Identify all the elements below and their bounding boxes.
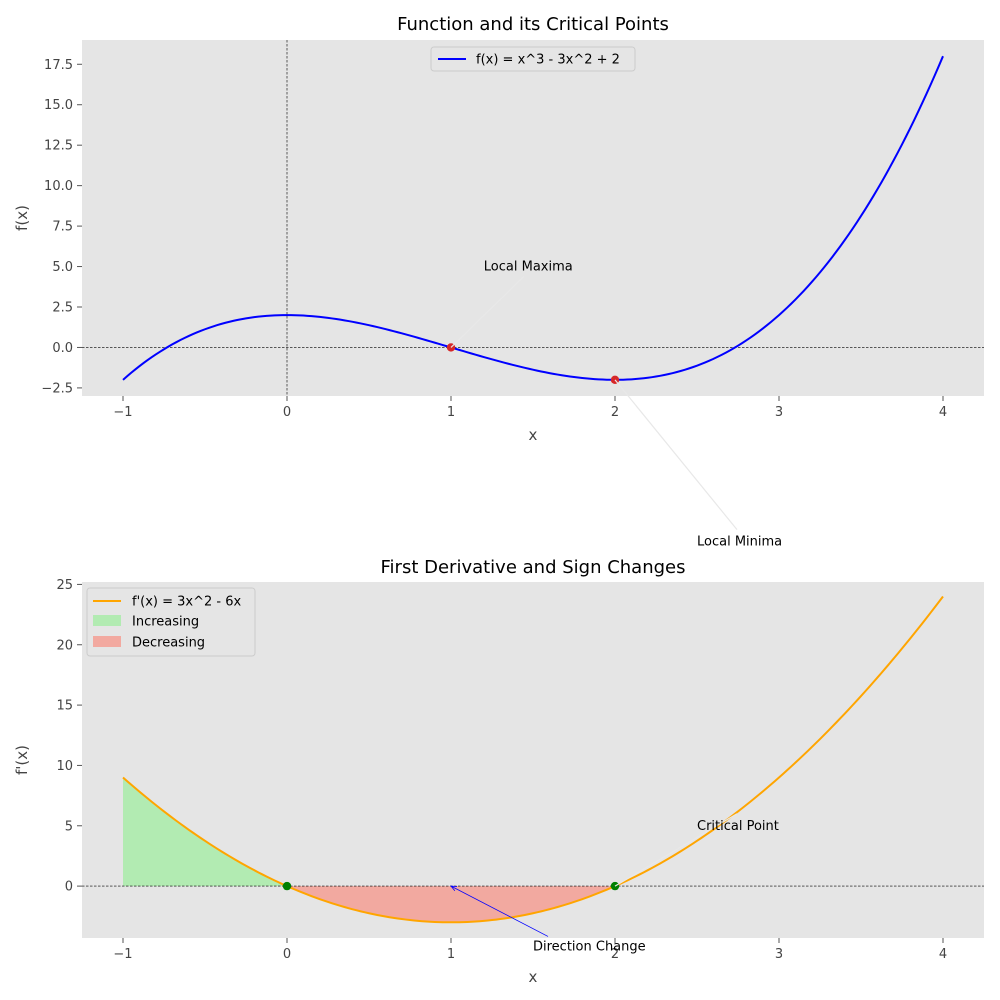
x-tick-label: 3 <box>775 405 783 420</box>
decreasing-legend-swatch <box>93 636 121 647</box>
local-maxima-annotation: Local Maxima <box>484 260 573 275</box>
decreasing-legend-label: Decreasing <box>132 636 205 651</box>
local-minima-annotation: Local Minima <box>697 535 782 550</box>
y-tick-label: 25 <box>56 578 73 593</box>
function-chart-title: Function and its Critical Points <box>397 14 669 35</box>
x-tick-label: −1 <box>113 405 132 420</box>
y-tick-label: 0 <box>65 880 73 895</box>
function-x-axis-label: x <box>529 426 538 444</box>
function-y-axis-label: f(x) <box>13 205 31 231</box>
direction-change-annotation: Direction Change <box>533 939 646 954</box>
y-tick-label: 20 <box>56 638 73 653</box>
x-tick-label: 2 <box>611 405 619 420</box>
x-tick-label: 3 <box>775 947 783 962</box>
x-tick-label: 0 <box>283 947 291 962</box>
y-tick-label: −2.5 <box>41 381 73 396</box>
y-tick-label: 15.0 <box>44 98 73 113</box>
y-tick-label: 2.5 <box>52 301 73 316</box>
x-tick-label: 1 <box>447 405 455 420</box>
x-tick-label: 2 <box>611 947 619 962</box>
function-legend-box <box>430 46 636 72</box>
x-tick-label: 4 <box>939 947 947 962</box>
annotation-connector <box>614 379 738 531</box>
y-tick-label: 17.5 <box>44 58 73 73</box>
x-tick-label: −1 <box>113 947 132 962</box>
derivative-y-axis-label: f'(x) <box>13 745 31 775</box>
derivative-legend-box <box>86 587 256 657</box>
derivative-legend-label: f'(x) = 3x^2 - 6x <box>132 595 241 610</box>
derivative-legend: f'(x) = 3x^2 - 6x Increasing Decreasing <box>86 587 256 657</box>
x-tick-label: 0 <box>283 405 291 420</box>
increasing-legend-label: Increasing <box>132 615 199 630</box>
annotation-connector <box>450 885 549 937</box>
derivative-chart-title: First Derivative and Sign Changes <box>381 557 686 578</box>
derivative-chart: −1 0 1 2 3 4 0 5 10 15 20 25 First Derivative and … <box>13 557 984 986</box>
x-tick-label: 4 <box>939 405 947 420</box>
y-tick-label: 12.5 <box>44 139 73 154</box>
annotation-arrowhead <box>450 885 458 891</box>
y-tick-label: 5 <box>65 819 73 834</box>
function-plot-area <box>82 40 984 396</box>
y-tick-label: 7.5 <box>52 220 73 235</box>
increasing-legend-swatch <box>93 615 121 626</box>
x-tick-label: 1 <box>447 947 455 962</box>
function-legend: f(x) = x^3 - 3x^2 + 2 <box>430 46 636 72</box>
y-tick-label: 5.0 <box>52 260 73 275</box>
critical-point-annotation: Critical Point <box>697 819 779 834</box>
function-legend-label: f(x) = x^3 - 3x^2 + 2 <box>476 53 620 68</box>
function-series-line <box>122 55 944 381</box>
y-tick-label: 10 <box>56 759 73 774</box>
y-tick-label: 10.0 <box>44 179 73 194</box>
y-tick-label: 0.0 <box>52 341 73 356</box>
derivative-x-axis-label: x <box>529 968 538 986</box>
function-chart: −1 0 1 2 3 4 −2.5 0.0 2.5 5.0 7.5 10.0 12.5 15.0 17.5… <box>13 14 984 550</box>
y-tick-label: 15 <box>56 699 73 714</box>
annotation-connector <box>450 276 525 348</box>
annotation-connector <box>614 813 738 887</box>
derivative-series-line <box>122 595 944 924</box>
increasing-region-fill <box>123 777 287 887</box>
derivative-zero-marker <box>282 881 292 891</box>
